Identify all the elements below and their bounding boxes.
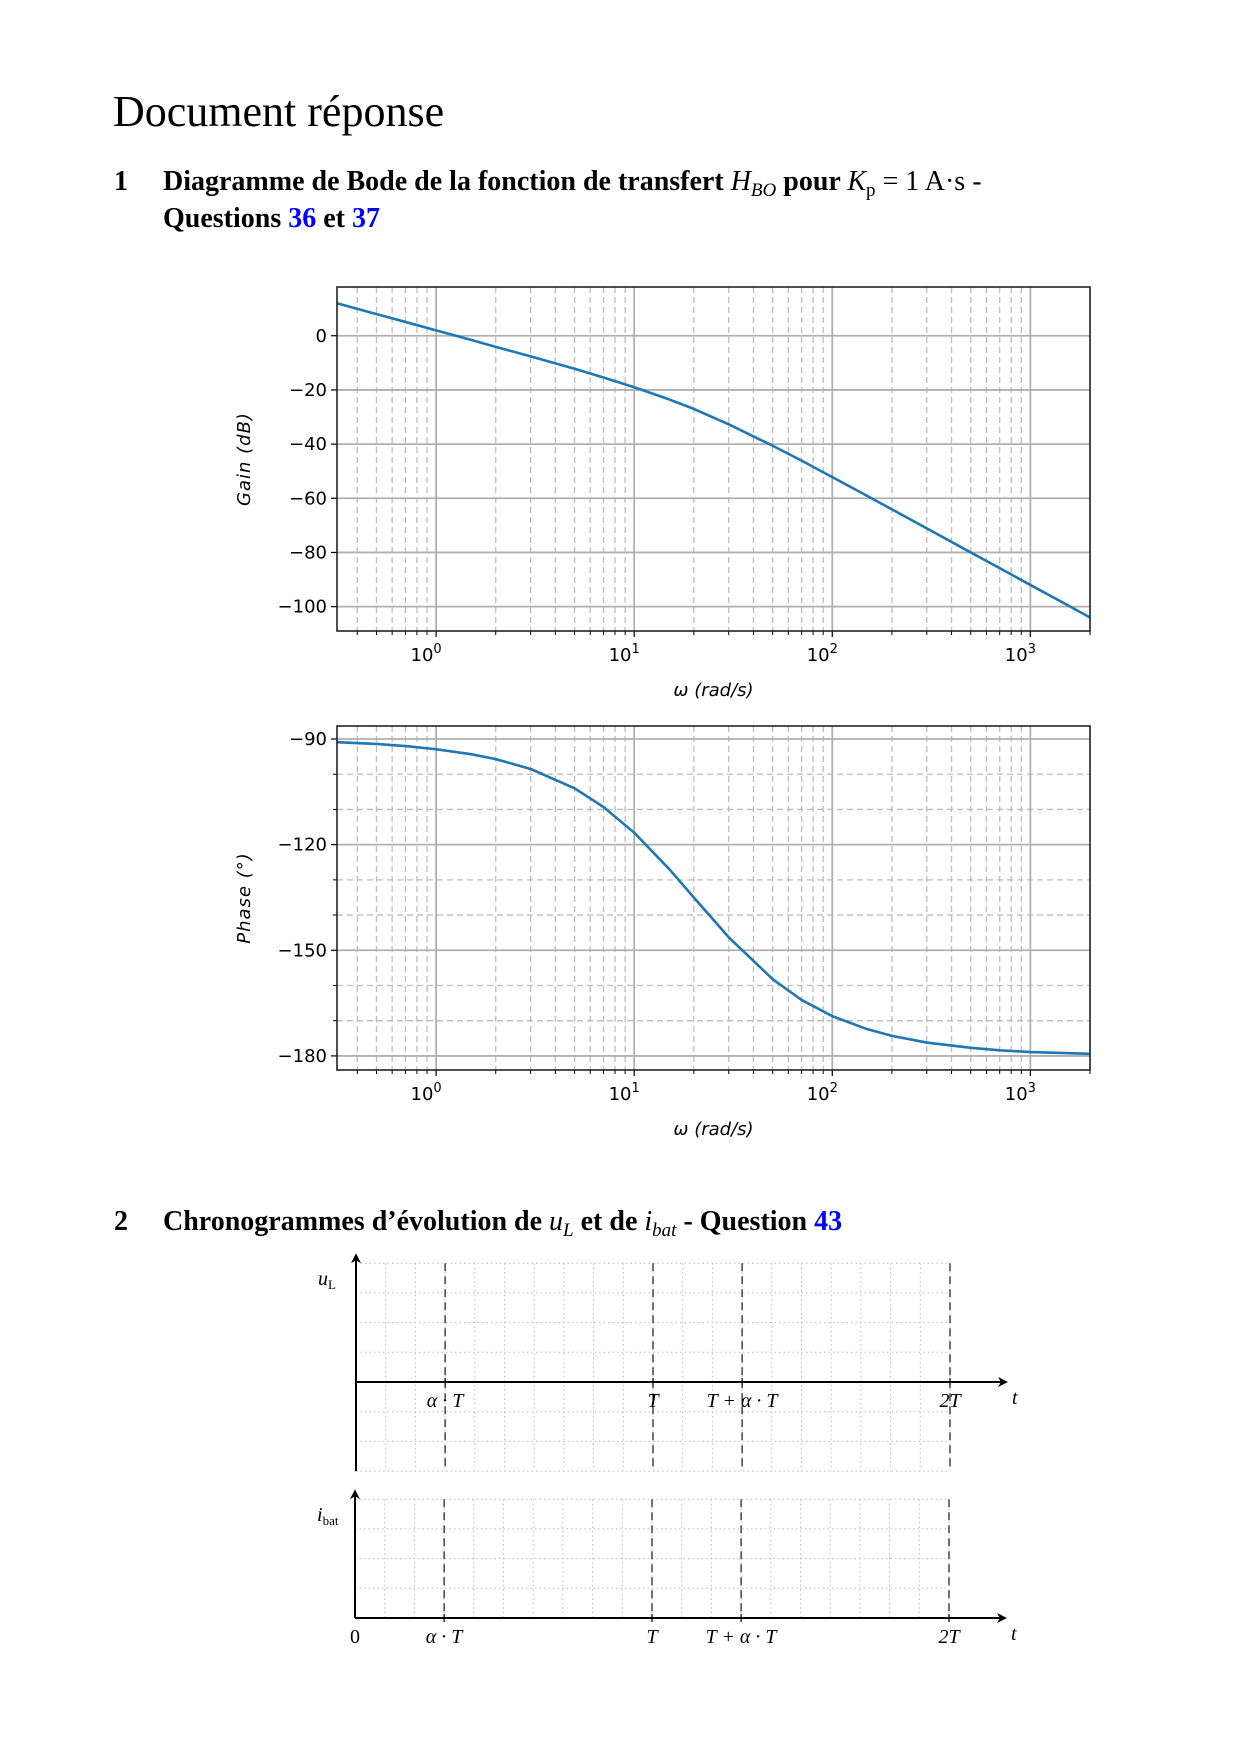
ibat-chronogram: α · T T T + α · T 2T t ibat 0 [317,1489,1017,1648]
time-mark-label: T [646,1626,659,1648]
title-text: et [316,203,353,234]
y-tick-label: −40 [289,434,327,455]
title-text: Questions [163,203,289,234]
time-mark-label: 2T [938,1626,961,1648]
x-tick-label: 101 [609,1081,640,1105]
time-mark-label: α · T [427,1390,465,1412]
x-tick-exponent: 3 [1028,1081,1036,1096]
math-i-sub: bat [652,1220,677,1241]
title-text: Chronogrammes d’évolution de [163,1206,550,1237]
question-link-37[interactable]: 37 [352,203,381,234]
x-tick-label: 100 [411,1081,442,1105]
value-axis-arrow-icon [350,1489,360,1500]
y-tick-label: 0 [316,326,327,347]
page-title: Document réponse [113,87,445,136]
title-text: = 1 A·s - [875,166,982,197]
axes-frame [336,286,1091,632]
title-text: - Question [676,1206,815,1237]
y-axis-label: Phase (°) [234,852,255,944]
x-tick-exponent: 0 [433,1081,441,1096]
origin-label: 0 [350,1626,360,1648]
t-axis-label: t [1011,1623,1017,1645]
y-tick-label: −20 [289,380,327,401]
x-tick-label: 102 [807,642,838,666]
y-tick-label: −150 [278,940,327,961]
x-tick-label: 101 [609,642,640,666]
uL-chronogram: α · T T T + α · T 2T t uL [318,1253,1018,1472]
x-tick-label: 103 [1005,642,1036,666]
ibat-label: ibat [317,1504,339,1528]
section-title: Chronogrammes d’évolution de uL et de ib… [163,1206,842,1242]
x-tick-label: 102 [807,1081,838,1105]
question-link-43[interactable]: 43 [814,1206,843,1237]
time-mark-label: T + α · T [707,1390,780,1412]
math-u-sub: L [563,1220,574,1241]
x-tick-exponent: 2 [830,1081,838,1096]
ibat-label-sub: bat [323,1513,339,1528]
title-text: pour [776,166,848,197]
gain-curve [336,301,1091,619]
x-tick-exponent: 3 [1028,642,1036,657]
t-axis-label: t [1012,1387,1018,1409]
x-tick-exponent: 1 [632,1081,640,1096]
time-mark-label: T [647,1390,660,1412]
math-H: H [730,166,751,197]
math-K: K [847,166,867,197]
math-K-sub: p [866,180,876,201]
x-tick-label: 100 [411,642,442,666]
y-tick-label: −60 [289,488,327,509]
y-tick-label: −120 [278,835,327,856]
section-title: Diagramme de Bode de la fonction de tran… [163,166,982,202]
title-text: Diagramme de Bode de la fonction de tran… [163,166,731,197]
value-axis-arrow-icon [351,1253,361,1264]
x-tick-label: 103 [1005,1081,1036,1105]
section-number: 2 [114,1206,128,1237]
section-number: 1 [114,166,128,197]
phase-curve [336,740,1091,1056]
y-axis-label: Gain (dB) [234,412,255,506]
question-link-36[interactable]: 36 [288,203,317,234]
math-H-sub: BO [750,180,777,201]
time-mark-label: α · T [426,1626,464,1648]
time-axis-arrow-icon [997,1613,1007,1623]
time-mark-label: 2T [939,1390,962,1412]
uL-label-sub: L [328,1277,336,1292]
x-axis-label: ω (rad/s) [673,680,753,701]
time-axis-arrow-icon [998,1377,1008,1387]
y-tick-label: −90 [289,729,327,750]
title-text: et de [573,1206,645,1237]
math-i: i [644,1206,653,1237]
x-axis-label: ω (rad/s) [673,1119,753,1140]
uL-label: uL [318,1268,336,1292]
axes-frame [336,725,1091,1071]
x-tick-exponent: 0 [433,642,441,657]
math-u: u [549,1206,564,1237]
y-tick-label: −80 [289,542,327,563]
y-tick-label: −180 [278,1046,327,1067]
section-1-heading-line2: Questions 36 et 37 [163,203,380,235]
x-tick-exponent: 1 [632,642,640,657]
x-tick-exponent: 2 [830,642,838,657]
y-tick-label: −100 [278,597,327,618]
time-mark-label: T + α · T [706,1626,779,1648]
